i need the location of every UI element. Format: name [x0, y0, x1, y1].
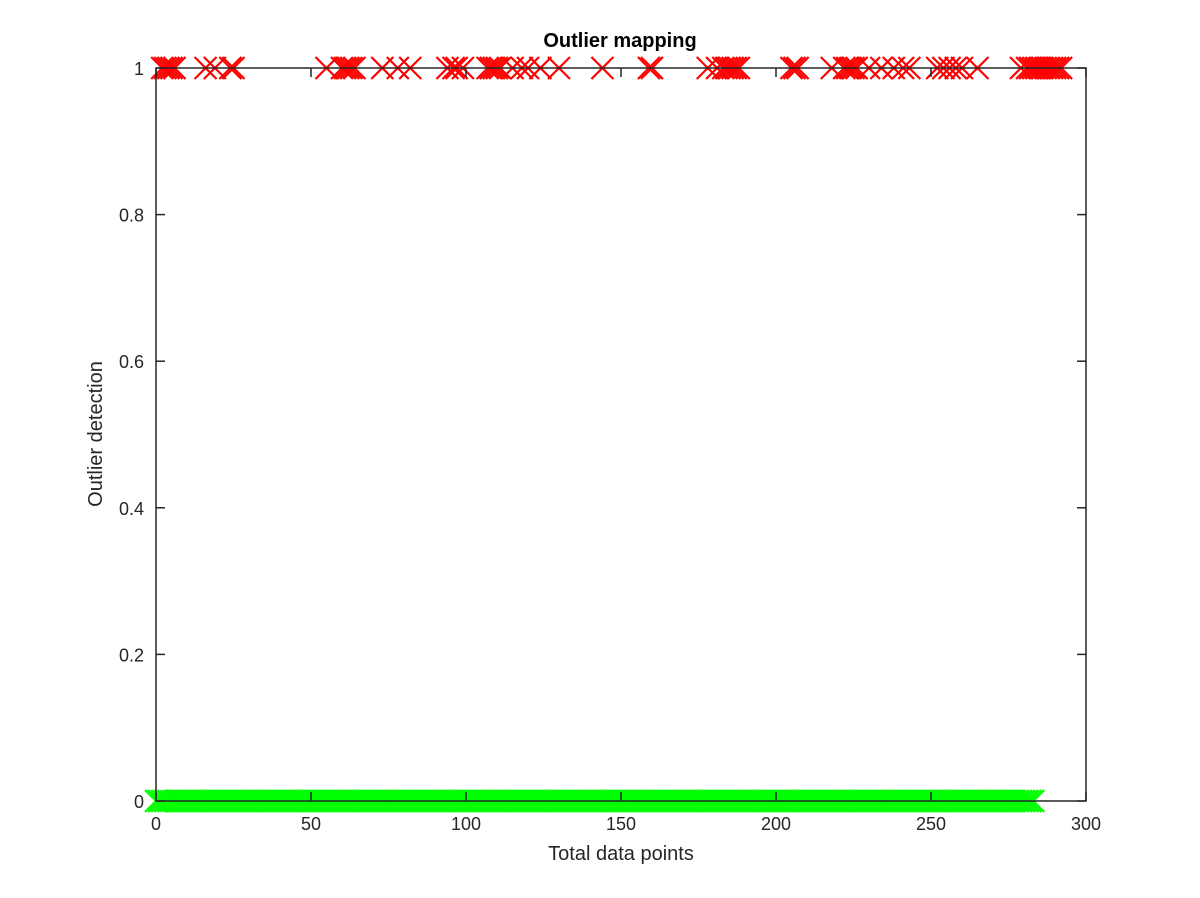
x-tick-label: 150	[606, 814, 636, 834]
plot-area	[156, 68, 1086, 801]
x-tick-label: 50	[301, 814, 321, 834]
y-tick-label: 1	[134, 59, 144, 79]
chart-title: Outlier mapping	[543, 30, 696, 52]
x-tick-label: 250	[916, 814, 946, 834]
x-tick-label: 200	[761, 814, 791, 834]
x-tick-label: 300	[1071, 814, 1101, 834]
y-tick-label: 0.6	[119, 352, 144, 372]
y-axis-label: Outlier detection	[85, 361, 107, 507]
y-tick-label: 0.2	[119, 645, 144, 665]
x-tick-label: 100	[451, 814, 481, 834]
y-tick-label: 0.8	[119, 206, 144, 226]
y-tick-label: 0.4	[119, 499, 144, 519]
x-axis-label: Total data points	[548, 843, 694, 865]
y-axis-ticks: 0 0.2 0.4 0.6 0.8 1	[119, 59, 1086, 812]
x-tick-label: 0	[151, 814, 161, 834]
y-tick-label: 0	[134, 792, 144, 812]
x-axis-ticks: 0 50 100 150 200 250 300	[151, 68, 1101, 834]
